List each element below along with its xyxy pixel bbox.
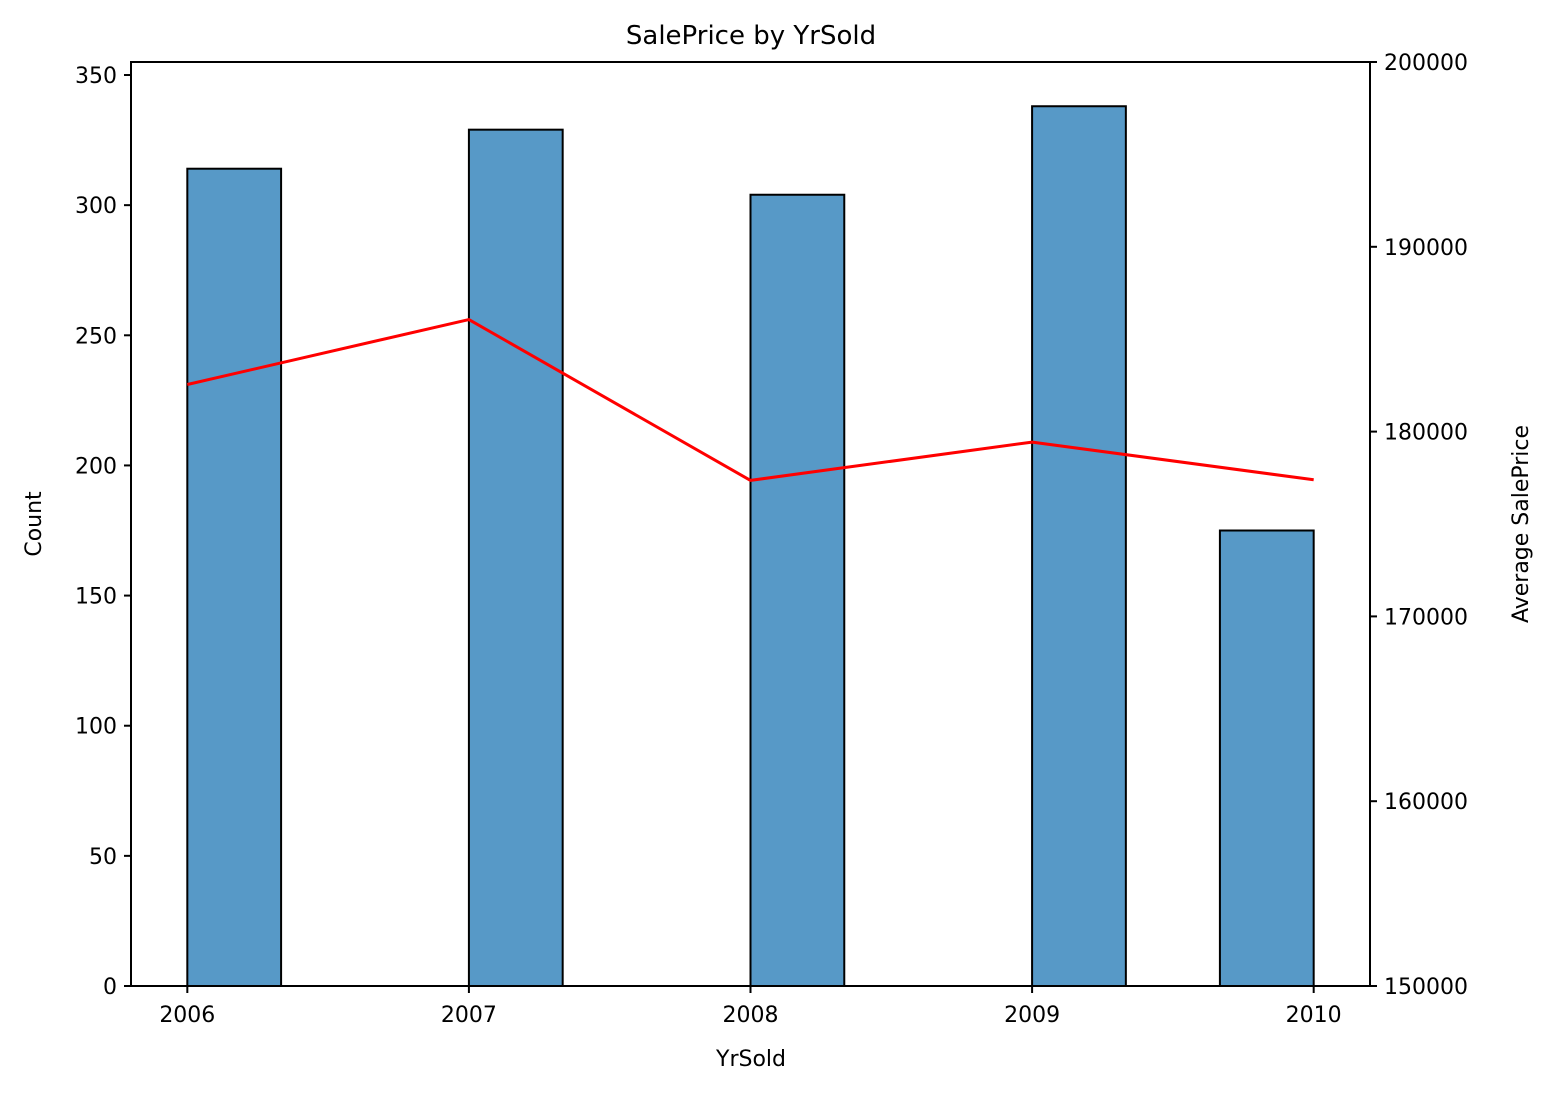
- y-tick-label-2: 100: [75, 715, 117, 740]
- bar-4: [1218, 529, 1315, 987]
- y2-tick-label-3: 180000: [1384, 421, 1468, 446]
- chart-title: SalePrice by YrSold: [626, 21, 876, 51]
- x-tick-label-3: 2009: [1004, 1003, 1060, 1028]
- x-axis-label: YrSold: [715, 1047, 786, 1072]
- y2-tick-label-1: 160000: [1384, 790, 1468, 815]
- y-tick-label-1: 50: [89, 845, 117, 870]
- y-tick-label-6: 300: [75, 194, 117, 219]
- bars-group: [186, 105, 1315, 988]
- bar-3: [1031, 105, 1127, 988]
- x-tick-label-4: 2010: [1286, 1003, 1342, 1028]
- bar-1: [467, 128, 564, 988]
- y-tick-label-0: 0: [103, 975, 117, 1000]
- bar-0: [186, 167, 283, 987]
- average-saleprice-line: [186, 318, 1314, 482]
- y2-tick-label-2: 170000: [1384, 605, 1468, 630]
- x-tick-label-0: 2006: [159, 1003, 215, 1028]
- y-axis-label: Count: [22, 491, 47, 557]
- line-group: [186, 318, 1314, 482]
- y-tick-label-3: 150: [75, 585, 117, 610]
- y2-tick-label-5: 200000: [1384, 51, 1468, 76]
- y2-tick-label-0: 150000: [1384, 975, 1468, 1000]
- y-tick-label-4: 200: [75, 454, 117, 479]
- y2-tick-label-4: 190000: [1384, 236, 1468, 261]
- y-axis-right: 150000 160000 170000 180000 190000 200000: [1370, 51, 1468, 1000]
- bar-2: [749, 193, 846, 988]
- y-tick-label-7: 350: [75, 64, 117, 89]
- x-tick-label-2: 2008: [723, 1003, 779, 1028]
- x-axis: 2006 2007 2008 2009 2010: [159, 986, 1342, 1028]
- x-tick-label-1: 2007: [441, 1003, 497, 1028]
- y-axis-left: 0 50 100 150 200 250 300 350: [75, 64, 131, 1000]
- y-tick-label-5: 250: [75, 324, 117, 349]
- y2-axis-label: Average SalePrice: [1509, 425, 1534, 623]
